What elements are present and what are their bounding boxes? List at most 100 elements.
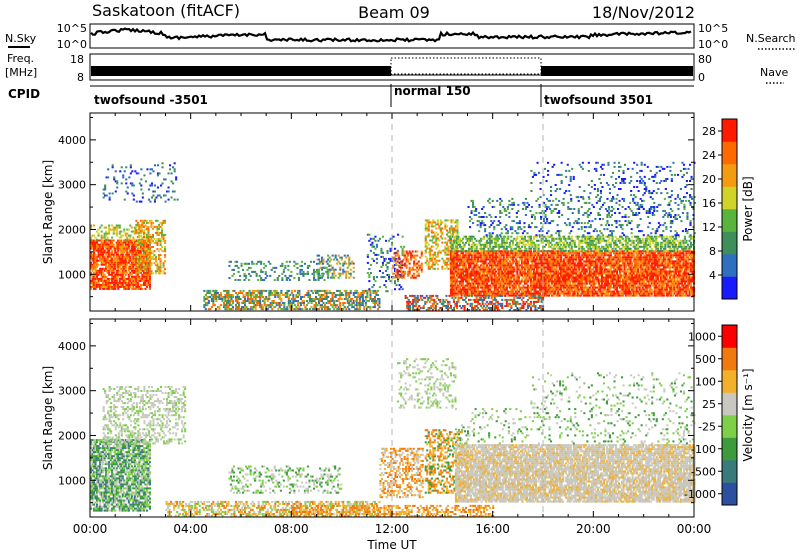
power-cell xyxy=(148,279,151,282)
power-cell xyxy=(269,262,272,265)
power-cell xyxy=(517,290,520,293)
power-cell xyxy=(124,277,127,280)
power-cell xyxy=(454,276,457,279)
power-cell xyxy=(138,227,141,230)
power-cell xyxy=(135,285,138,288)
power-cell xyxy=(402,276,405,279)
power-cell xyxy=(283,308,286,311)
power-cell xyxy=(600,274,603,277)
power-cell xyxy=(289,300,292,302)
power-cell xyxy=(346,300,349,302)
power-cell xyxy=(130,253,133,256)
power-cell xyxy=(225,302,228,304)
power-cell xyxy=(366,253,369,256)
power-cell xyxy=(263,262,266,265)
power-cell xyxy=(432,231,435,234)
power-cell xyxy=(322,289,325,292)
power-cell xyxy=(599,264,602,267)
power-cell xyxy=(372,302,375,304)
power-cell xyxy=(253,306,256,309)
power-cell xyxy=(141,196,144,199)
power-cell xyxy=(250,294,253,296)
power-cell xyxy=(256,289,259,292)
power-cell xyxy=(93,224,96,227)
power-cell xyxy=(132,269,135,272)
power-cell xyxy=(313,298,316,300)
power-cell xyxy=(355,304,358,307)
power-cell xyxy=(108,267,111,270)
power-cell xyxy=(259,302,262,304)
power-cell xyxy=(529,270,532,273)
power-cell xyxy=(578,252,581,255)
power-cell xyxy=(469,266,472,269)
power-cell xyxy=(236,300,239,302)
power-cell xyxy=(120,236,123,239)
power-cell xyxy=(159,270,162,273)
power-cell xyxy=(112,267,115,270)
power-cell xyxy=(135,257,138,260)
power-cell xyxy=(126,251,129,254)
power-cell xyxy=(135,231,138,234)
power-cell xyxy=(138,254,141,257)
power-cell xyxy=(97,283,100,286)
power-cell xyxy=(267,260,270,263)
power-cell xyxy=(91,269,94,272)
power-cell xyxy=(388,239,391,242)
power-cell xyxy=(366,292,369,294)
power-cell xyxy=(144,232,147,235)
power-cell xyxy=(136,236,139,238)
power-cell xyxy=(299,308,302,311)
power-cell xyxy=(114,273,117,276)
power-cell xyxy=(385,257,388,260)
power-cell xyxy=(351,304,354,307)
power-cell xyxy=(162,270,165,273)
power-cell xyxy=(389,247,392,250)
power-cell xyxy=(103,232,106,235)
power-cell xyxy=(263,304,266,307)
power-cell xyxy=(141,221,144,224)
power-cell xyxy=(436,221,439,224)
power-cell xyxy=(105,251,108,254)
power-cell xyxy=(245,308,248,311)
power-cell xyxy=(135,265,138,268)
power-cell xyxy=(322,302,325,304)
power-cell xyxy=(210,294,213,296)
power-cell xyxy=(408,252,411,255)
power-cell xyxy=(105,176,108,179)
power-cell xyxy=(224,306,227,309)
power-cell xyxy=(507,292,510,295)
power-cell xyxy=(277,294,280,296)
power-cell xyxy=(272,294,275,296)
power-cell xyxy=(321,298,324,300)
power-cell xyxy=(100,224,103,227)
power-cell xyxy=(558,278,561,281)
power-cell xyxy=(231,300,234,302)
power-cell xyxy=(256,302,259,304)
power-cell xyxy=(599,288,602,291)
power-cell xyxy=(118,241,121,244)
power-cell xyxy=(144,253,147,256)
power-cell xyxy=(111,275,114,278)
power-cell xyxy=(93,281,96,284)
power-cell xyxy=(227,300,230,302)
power-cell xyxy=(103,263,106,266)
power-cell xyxy=(103,259,106,262)
power-cell xyxy=(150,250,153,253)
power-cell xyxy=(121,267,124,270)
power-cell xyxy=(352,292,355,294)
power-cell xyxy=(151,227,154,230)
power-cell xyxy=(609,284,612,287)
power-cell xyxy=(284,274,287,277)
power-cell xyxy=(129,277,132,280)
power-cell xyxy=(132,285,135,288)
power-cell xyxy=(239,298,242,300)
power-cell xyxy=(206,298,209,300)
power-cell xyxy=(330,264,333,267)
power-cell xyxy=(121,275,124,278)
power-cell xyxy=(147,283,150,286)
power-cell xyxy=(142,261,145,264)
power-cell xyxy=(123,267,126,270)
power-cell xyxy=(136,242,139,244)
power-cell xyxy=(448,235,451,238)
power-cell xyxy=(416,262,419,265)
